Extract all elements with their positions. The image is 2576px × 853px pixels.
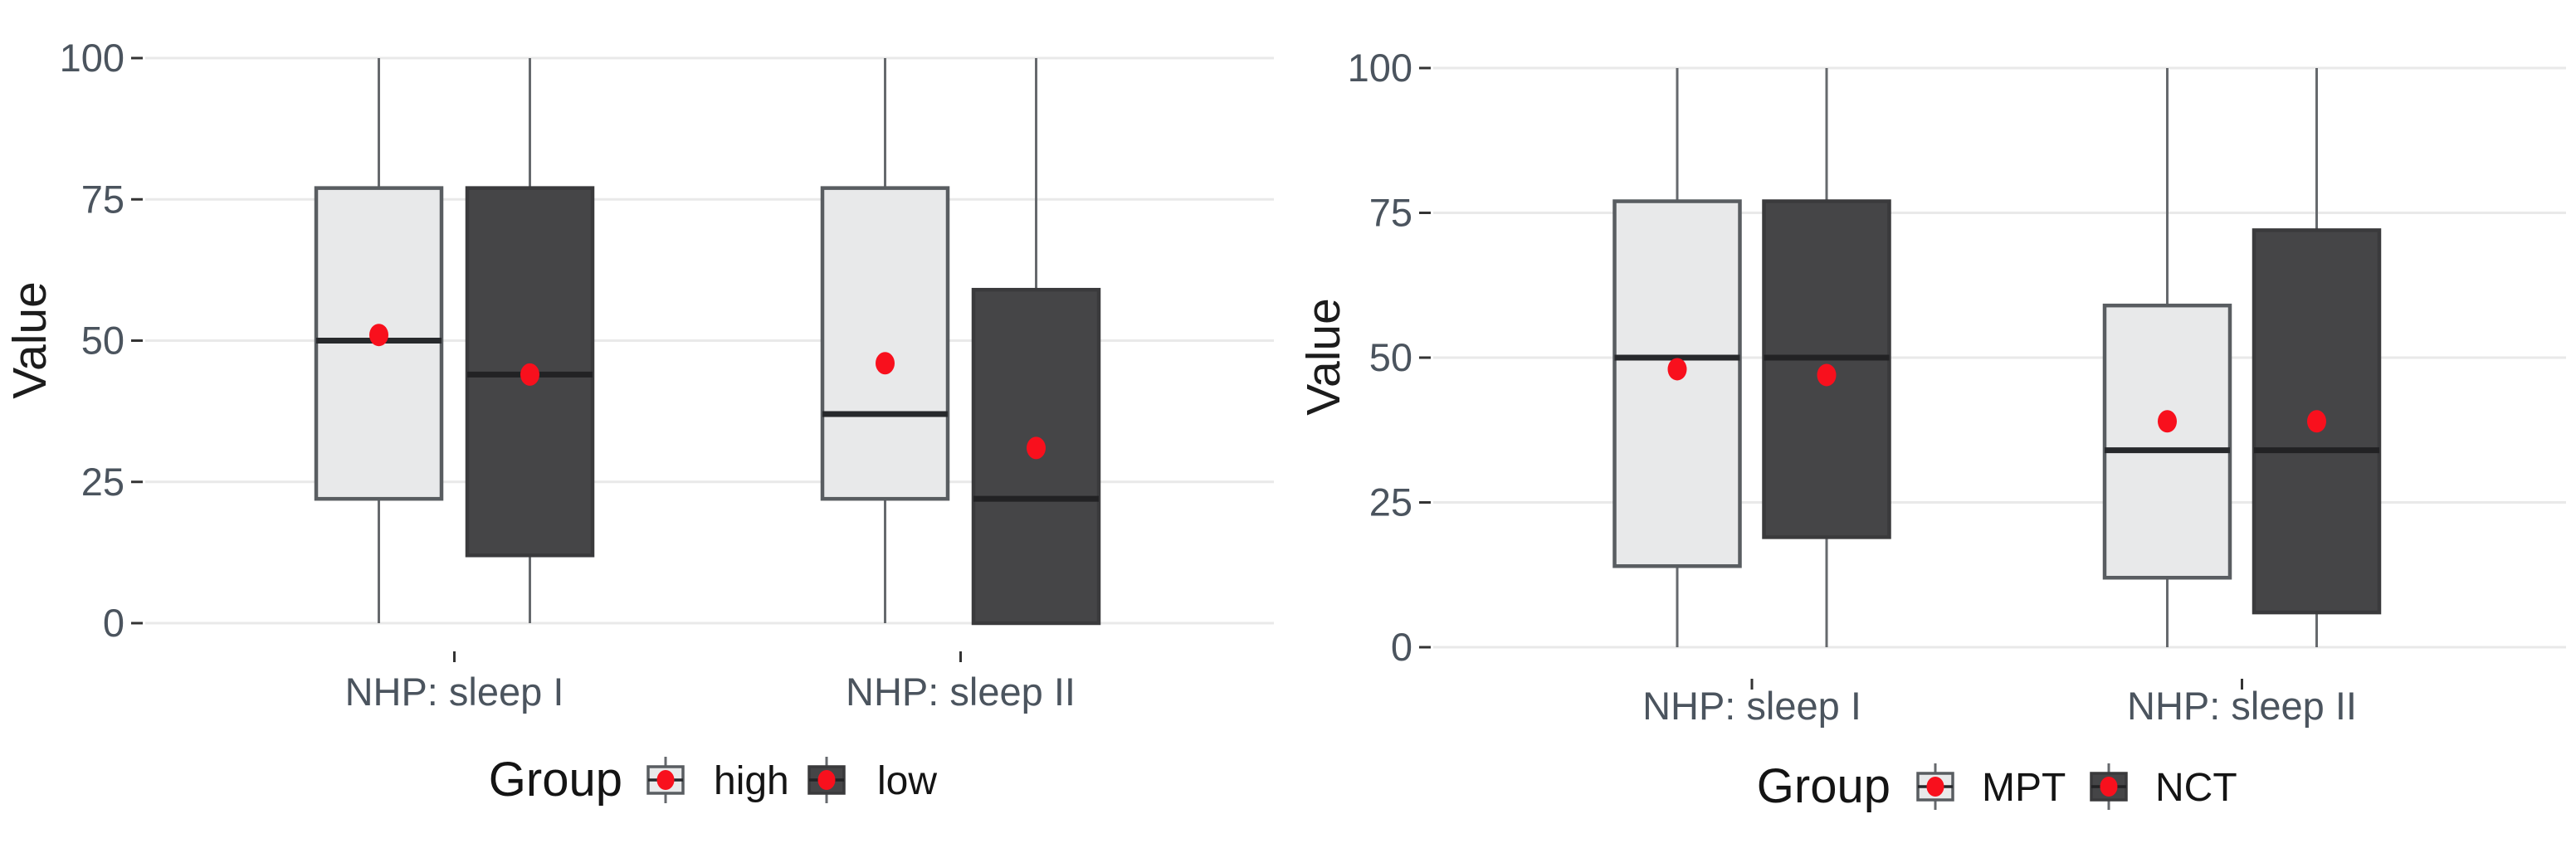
box-group-MPT-cat0 xyxy=(1612,68,1742,647)
legend-key-MPT xyxy=(1916,763,1954,810)
box-rect xyxy=(1612,199,1742,568)
legend-mean-dot xyxy=(2100,777,2118,797)
mean-dot xyxy=(876,352,895,375)
legend-title: Group xyxy=(1757,759,1891,813)
mean-dot xyxy=(1817,363,1837,387)
legend-item-label: NCT xyxy=(2155,766,2237,810)
category-tick-label: NHP: sleep II xyxy=(846,670,1076,714)
boxplot-chart-left: 0 25 50 75 100 NHP: sleep I NHP: sleep II Value… xyxy=(3,36,1274,807)
y-tick-label: 0 xyxy=(103,601,124,645)
box-group-high-cat1 xyxy=(820,58,950,623)
legend-mean-dot xyxy=(1926,777,1944,797)
boxplot-svg: 0 25 50 75 100 NHP: sleep I NHP: sleep II Value… xyxy=(1297,46,2566,813)
box-group-NCT-cat1 xyxy=(2252,68,2382,647)
mean-dot xyxy=(520,363,539,386)
mean-dot xyxy=(1667,358,1687,381)
box-group-low-cat0 xyxy=(465,58,595,623)
category-tick-label: NHP: sleep I xyxy=(345,670,564,714)
box-rect xyxy=(820,186,950,501)
y-tick-label: 100 xyxy=(1348,46,1412,90)
y-axis-title: Value xyxy=(1297,298,1350,416)
box-group-MPT-cat1 xyxy=(2102,68,2232,647)
y-tick-label: 25 xyxy=(81,460,124,504)
y-tick-label: 50 xyxy=(1369,335,1412,379)
mean-dot xyxy=(369,324,388,347)
y-tick-label: 75 xyxy=(1369,191,1412,235)
legend-item-label: low xyxy=(877,759,937,803)
box-group-low-cat1 xyxy=(971,58,1101,626)
y-tick-label: 0 xyxy=(1391,625,1412,669)
mean-dot xyxy=(2307,410,2326,433)
legend-item-label: high xyxy=(714,759,789,803)
legend-key-high xyxy=(646,757,685,803)
boxplot-svg: 0 25 50 75 100 NHP: sleep I NHP: sleep II Value… xyxy=(3,36,1274,807)
y-tick-label: 75 xyxy=(81,177,124,221)
mean-dot xyxy=(1027,436,1046,460)
legend-item-label: MPT xyxy=(1982,766,2066,810)
box-group-NCT-cat0 xyxy=(1762,68,1891,647)
boxplot-chart-right: 0 25 50 75 100 NHP: sleep I NHP: sleep II Value… xyxy=(1288,0,2576,853)
legend-key-NCT xyxy=(2090,763,2128,810)
legend-key-low xyxy=(807,757,846,803)
y-tick-label: 25 xyxy=(1369,480,1412,524)
box-group-high-cat0 xyxy=(314,58,444,623)
box-rect xyxy=(2102,303,2232,580)
legend-mean-dot xyxy=(656,770,675,790)
y-tick-label: 50 xyxy=(81,319,124,363)
mean-dot xyxy=(2158,410,2177,433)
y-axis-title: Value xyxy=(3,281,56,399)
box-rect xyxy=(2252,228,2382,615)
category-tick-label: NHP: sleep I xyxy=(1642,684,1861,728)
legend-mean-dot xyxy=(817,770,836,790)
y-tick-label: 100 xyxy=(60,36,124,80)
legend-title: Group xyxy=(489,753,622,807)
category-tick-label: NHP: sleep II xyxy=(2127,684,2357,728)
